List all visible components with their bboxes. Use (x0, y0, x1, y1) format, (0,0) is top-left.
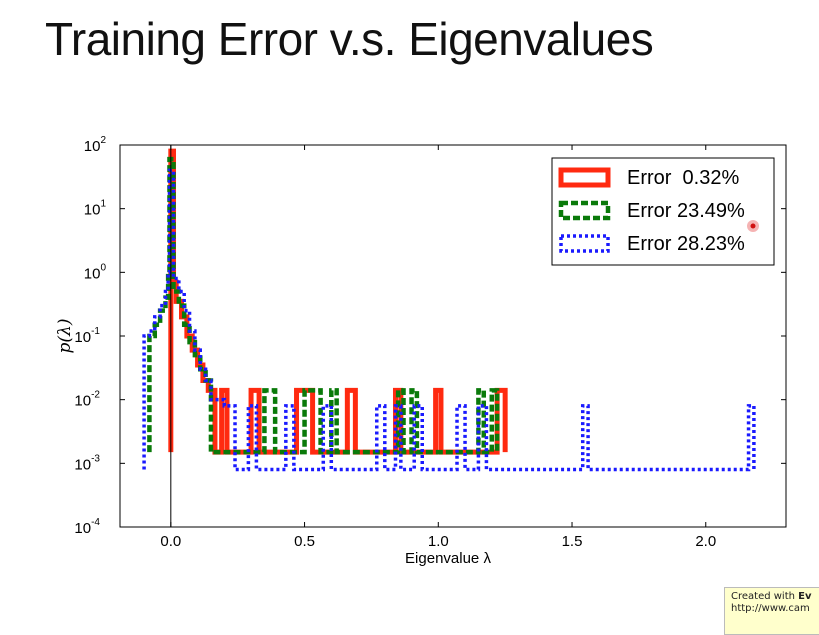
y-tick-exponent: 1 (100, 199, 106, 210)
legend-swatch-0 (558, 167, 611, 188)
series-2-line (142, 168, 756, 472)
series-1-line (147, 156, 500, 455)
x-tick-label: 1.5 (562, 533, 583, 550)
legend-swatch-2 (559, 234, 610, 253)
y-tick-base: 10 (84, 265, 101, 282)
legend-swatch-1 (558, 200, 611, 221)
x-axis-label: Eigenvalue λ (405, 550, 491, 567)
legend-label-1: Error 23.49% (627, 200, 745, 222)
y-tick-base: 10 (74, 456, 91, 473)
legend: Error 0.32% Error 23.49% Error 28.23% (551, 157, 775, 266)
badge-brand: Ev (798, 591, 812, 602)
x-tick-label: 2.0 (695, 533, 716, 550)
legend-label-0: Error 0.32% (627, 167, 739, 189)
chart: 0.0 0.5 1.0 1.5 2.010-410-310-210-1100101102… (55, 135, 787, 567)
y-tick-exponent: -2 (91, 390, 100, 401)
y-tick-base: 10 (74, 393, 91, 410)
y-tick-label: 102 (84, 135, 107, 155)
y-tick-exponent: 0 (100, 262, 106, 273)
badge-prefix: Created with (731, 591, 795, 602)
y-tick-base: 10 (74, 329, 91, 346)
y-tick-label: 10-1 (74, 326, 100, 346)
y-tick-label: 101 (84, 199, 107, 219)
x-tick-label: 0.5 (294, 533, 315, 550)
slide-title: Training Error v.s. Eigenvalues (45, 13, 654, 65)
badge-url: http://www.cam (731, 603, 810, 614)
watermark-badge: Created with Ev http://www.cam (724, 587, 819, 635)
y-tick-label: 100 (84, 262, 107, 282)
y-tick-base: 10 (84, 138, 101, 155)
y-tick-exponent: -1 (91, 326, 100, 337)
legend-box (551, 157, 775, 266)
y-tick-base: 10 (84, 202, 101, 219)
y-tick-label: 10-3 (74, 453, 100, 473)
series-0-line (168, 148, 508, 455)
y-tick-label: 10-4 (74, 517, 100, 537)
y-tick-exponent: 2 (100, 135, 106, 146)
y-tick-label: 10-2 (74, 390, 100, 410)
cursor-dot-icon (750, 223, 756, 229)
legend-label-2: Error 28.23% (627, 233, 745, 255)
y-tick-exponent: -4 (91, 517, 100, 528)
x-tick-label: 0.0 (160, 533, 181, 550)
y-axis-label: p(λ) (55, 319, 75, 354)
y-tick-base: 10 (74, 520, 91, 537)
y-tick-exponent: -3 (91, 453, 100, 464)
x-tick-label: 1.0 (428, 533, 449, 550)
